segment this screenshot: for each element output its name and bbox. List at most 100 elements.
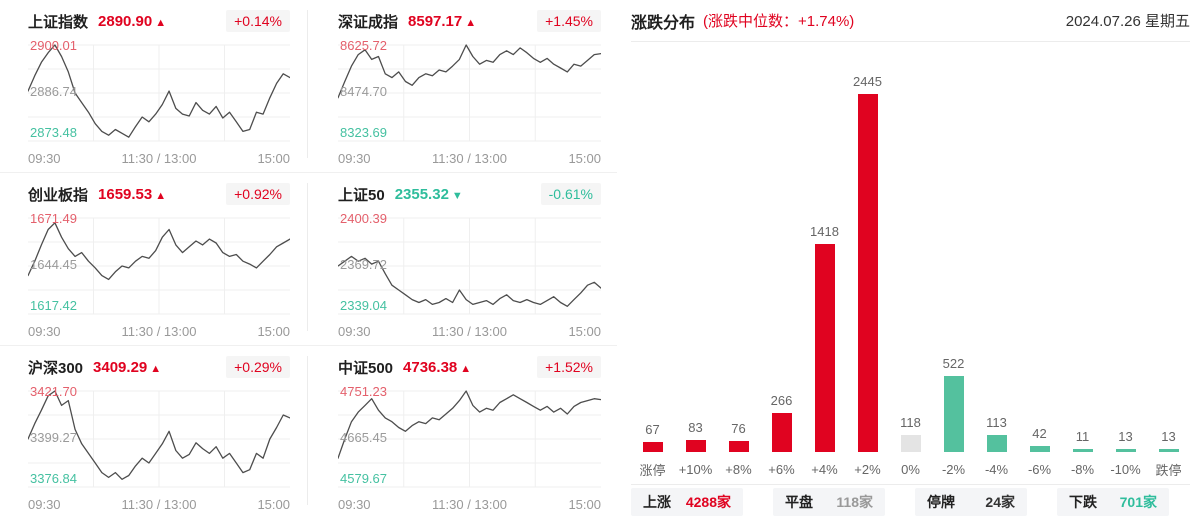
bar-value-label: 13 bbox=[1118, 429, 1133, 444]
bar-value-label: 13 bbox=[1161, 429, 1176, 444]
bar-value-label: 118 bbox=[900, 415, 921, 430]
index-panel[interactable]: 中证500 4736.38 ▲ +1.52% 4751.23 4665.45 4579.67… bbox=[308, 346, 617, 519]
bar-category-label: +2% bbox=[854, 461, 881, 477]
bar-category-label: 跌停 bbox=[1155, 462, 1182, 478]
distribution-bar[interactable] bbox=[685, 440, 706, 452]
index-change-badge: -0.61% bbox=[540, 183, 601, 205]
bar-category-label: +6% bbox=[768, 461, 795, 477]
index-last-price: 3409.29 bbox=[93, 358, 148, 376]
index-value: 1659.53 ▲ bbox=[98, 186, 166, 203]
x-axis-label: 15:00 bbox=[568, 151, 601, 166]
bar-category-label: +8% bbox=[725, 461, 752, 477]
summary-value: 118家 bbox=[836, 494, 873, 510]
index-value: 8597.17 ▲ bbox=[408, 13, 476, 30]
index-panel[interactable]: 创业板指 1659.53 ▲ +0.92% 1671.49 1644.45 1617.42 0… bbox=[0, 173, 308, 346]
distribution-header: 涨跌分布 (涨跌中位数：+1.74%) 2024.07.26 星期五 bbox=[631, 0, 1190, 42]
x-axis-label: 09:30 bbox=[338, 497, 371, 512]
bar-column: 113 bbox=[975, 415, 1018, 452]
distribution-bar[interactable] bbox=[857, 94, 878, 452]
bar-value-label: 42 bbox=[1032, 426, 1047, 441]
index-sparkline: 2900.01 2886.74 2873.48 bbox=[28, 37, 290, 145]
distribution-bar[interactable] bbox=[1115, 449, 1136, 452]
x-axis-label: 11:30 / 13:00 bbox=[432, 151, 507, 166]
distribution-bar[interactable] bbox=[642, 442, 663, 452]
x-axis-label: 15:00 bbox=[257, 151, 290, 166]
summary-label: 平盘 bbox=[785, 494, 813, 510]
distribution-bar[interactable] bbox=[986, 435, 1007, 452]
index-title: 上证指数 bbox=[28, 13, 89, 31]
index-change-badge: +0.14% bbox=[226, 10, 290, 32]
distribution-bar[interactable] bbox=[1029, 446, 1050, 452]
distribution-bar[interactable] bbox=[900, 435, 921, 452]
y-axis-label-y_min: 4579.67 bbox=[340, 471, 387, 486]
bar-column: 118 bbox=[889, 415, 932, 452]
x-axis-label: 15:00 bbox=[257, 324, 290, 339]
bar-category-label: 0% bbox=[901, 461, 920, 477]
trend-arrow-icon: ▲ bbox=[155, 16, 167, 29]
distribution-bar[interactable] bbox=[1072, 449, 1093, 452]
summary-label: 上涨 bbox=[643, 494, 671, 510]
bar-category-label: -8% bbox=[1070, 461, 1095, 477]
y-axis-label-y_mid: 4665.45 bbox=[340, 430, 387, 445]
distribution-bar[interactable] bbox=[728, 441, 749, 452]
trend-arrow-icon: ▲ bbox=[155, 189, 167, 202]
bar-column: 83 bbox=[674, 420, 717, 452]
x-axis-label: 15:00 bbox=[568, 324, 601, 339]
y-axis-label-y_max: 2900.01 bbox=[30, 38, 77, 53]
bar-category-label: -6% bbox=[1027, 461, 1052, 477]
index-title: 沪深300 bbox=[28, 359, 84, 377]
summary-box-down: 下跌 701家 bbox=[1057, 488, 1169, 516]
x-axis: 09:30 11:30 / 13:00 15:00 bbox=[28, 324, 290, 339]
y-axis-label-y_max: 2400.39 bbox=[340, 211, 387, 226]
bar-column: 11 bbox=[1061, 429, 1104, 452]
x-axis-label: 11:30 / 13:00 bbox=[121, 324, 197, 339]
bar-value-label: 522 bbox=[942, 356, 965, 371]
index-panel[interactable]: 深证成指 8597.17 ▲ +1.45% 8625.72 8474.70 8323.69 0… bbox=[308, 0, 617, 173]
bar-category-label: +4% bbox=[811, 461, 838, 477]
y-axis-label-y_mid: 8474.70 bbox=[340, 84, 387, 99]
bar-value-label: 2445 bbox=[853, 74, 882, 89]
summary-value: 24家 bbox=[985, 494, 1015, 510]
y-axis-label-y_min: 3376.84 bbox=[30, 471, 77, 486]
distribution-bar[interactable] bbox=[1158, 449, 1179, 452]
y-axis-label-y_max: 3421.70 bbox=[30, 384, 77, 399]
bar-value-label: 113 bbox=[986, 415, 1007, 430]
trend-arrow-icon: ▼ bbox=[451, 189, 463, 202]
trend-arrow-icon: ▲ bbox=[150, 362, 162, 375]
distribution-bar[interactable] bbox=[814, 244, 835, 452]
bar-category-label: 涨停 bbox=[639, 462, 666, 478]
index-sparkline: 1671.49 1644.45 1617.42 bbox=[28, 210, 290, 318]
x-axis: 09:30 11:30 / 13:00 15:00 bbox=[338, 151, 601, 166]
x-axis-label: 15:00 bbox=[568, 497, 601, 512]
y-axis-label-y_min: 2339.04 bbox=[340, 298, 387, 313]
bar-category-label: +10% bbox=[678, 461, 713, 477]
x-axis-label: 09:30 bbox=[28, 324, 61, 339]
index-value: 2890.90 ▲ bbox=[98, 13, 166, 30]
index-last-price: 4736.38 bbox=[403, 358, 458, 376]
bar-column: 2445 bbox=[846, 74, 889, 452]
x-axis: 09:30 11:30 / 13:00 15:00 bbox=[28, 151, 290, 166]
date-label: 2024.07.26 星期五 bbox=[1065, 13, 1190, 30]
index-panel[interactable]: 上证50 2355.32 ▼ -0.61% 2400.39 2369.72 2339.04 0… bbox=[308, 173, 617, 346]
y-axis-label-y_min: 2873.48 bbox=[30, 125, 77, 140]
y-axis-label-y_min: 8323.69 bbox=[340, 125, 387, 140]
y-axis-label-y_max: 1671.49 bbox=[30, 211, 77, 226]
summary-value: 4288家 bbox=[685, 494, 731, 510]
index-title: 深证成指 bbox=[338, 13, 399, 31]
index-panel[interactable]: 沪深300 3409.29 ▲ +0.29% 3421.70 3399.27 3376.84… bbox=[0, 346, 308, 519]
trend-arrow-icon: ▲ bbox=[465, 16, 477, 29]
x-axis-label: 09:30 bbox=[28, 151, 61, 166]
bar-value-label: 1418 bbox=[810, 224, 839, 239]
summary-box-flat: 平盘 118家 bbox=[773, 488, 885, 516]
index-panel[interactable]: 上证指数 2890.90 ▲ +0.14% 2900.01 2886.74 2873.48 0… bbox=[0, 0, 308, 173]
bar-column: 522 bbox=[932, 356, 975, 452]
index-last-price: 2890.90 bbox=[98, 12, 153, 30]
bar-column: 1418 bbox=[803, 224, 846, 452]
trend-arrow-icon: ▲ bbox=[460, 362, 472, 375]
distribution-bar[interactable] bbox=[943, 376, 964, 452]
bar-value-label: 11 bbox=[1075, 429, 1090, 444]
distribution-bar[interactable] bbox=[771, 413, 792, 452]
index-title: 创业板指 bbox=[28, 186, 89, 204]
summary-label: 停牌 bbox=[927, 494, 955, 510]
y-axis-label-y_mid: 2369.72 bbox=[340, 257, 387, 272]
